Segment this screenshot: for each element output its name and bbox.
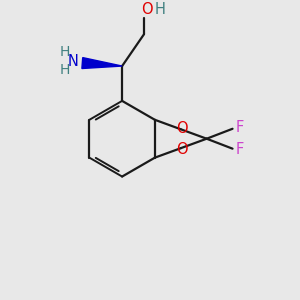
Text: N: N <box>68 54 79 69</box>
Text: O: O <box>176 142 188 157</box>
Text: F: F <box>236 142 244 157</box>
Text: F: F <box>236 120 244 135</box>
Text: O: O <box>141 2 153 17</box>
Polygon shape <box>82 58 122 68</box>
Text: H: H <box>154 2 165 17</box>
Text: H: H <box>59 45 70 59</box>
Text: O: O <box>176 121 188 136</box>
Text: H: H <box>59 63 70 77</box>
